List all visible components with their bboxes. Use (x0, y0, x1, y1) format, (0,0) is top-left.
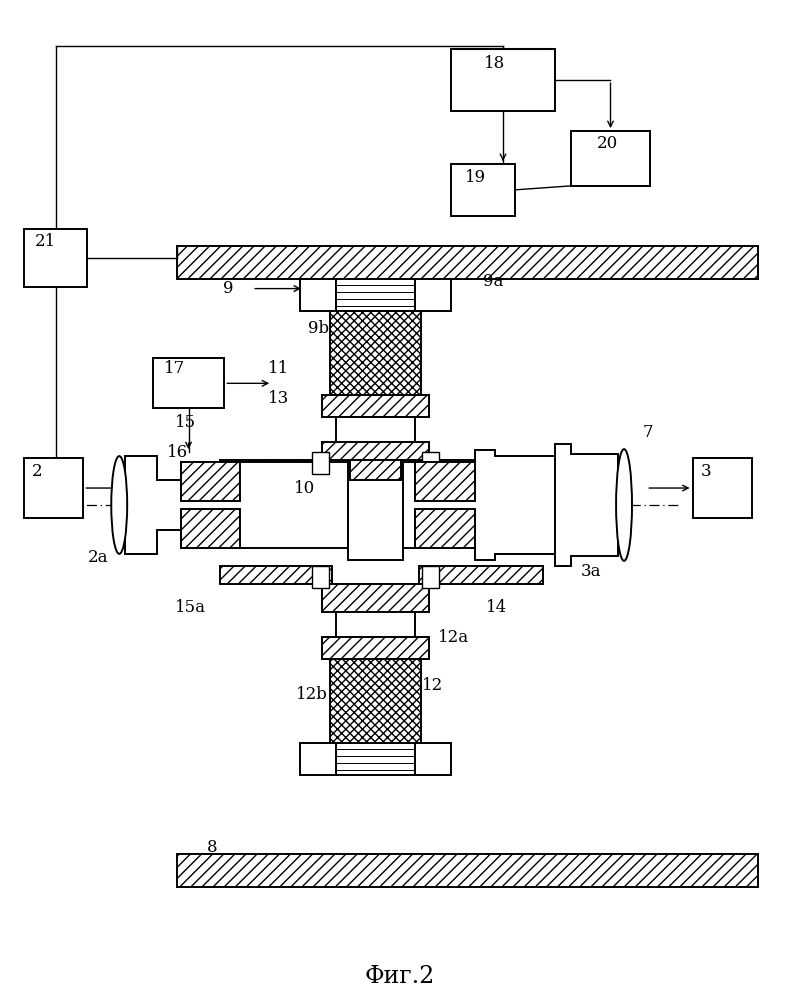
Bar (181, 509, 240, 548)
Ellipse shape (111, 456, 127, 554)
Bar (415, 279, 451, 311)
Text: 12a: 12a (438, 629, 469, 646)
Bar (312, 452, 329, 474)
Bar (336, 743, 415, 775)
Text: Фиг.2: Фиг.2 (364, 965, 435, 988)
Polygon shape (125, 456, 348, 554)
Bar (300, 743, 336, 775)
Bar (177, 246, 757, 279)
Text: 20: 20 (597, 135, 618, 152)
Text: 15: 15 (175, 414, 196, 431)
Bar (300, 279, 336, 311)
Bar (221, 460, 332, 478)
Text: 2: 2 (32, 463, 42, 480)
Bar (451, 164, 515, 216)
Bar (415, 462, 475, 501)
Text: 16: 16 (167, 444, 188, 461)
Text: 9: 9 (223, 280, 233, 297)
Text: 3: 3 (701, 463, 711, 480)
Text: 8: 8 (207, 839, 217, 856)
Bar (322, 395, 429, 417)
Bar (336, 612, 415, 637)
Bar (330, 659, 421, 743)
Bar (419, 460, 543, 478)
Bar (322, 637, 429, 659)
Bar (415, 509, 475, 548)
Text: 12: 12 (422, 677, 443, 694)
Text: 12b: 12b (296, 686, 328, 703)
Bar (350, 460, 401, 495)
Bar (322, 584, 429, 612)
Polygon shape (403, 450, 555, 560)
Text: 19: 19 (465, 169, 486, 186)
Bar (693, 458, 752, 518)
Bar (177, 854, 757, 887)
Polygon shape (555, 444, 618, 566)
Bar (181, 462, 240, 501)
Bar (330, 311, 421, 395)
Text: 11: 11 (268, 360, 289, 377)
Text: 18: 18 (484, 55, 505, 72)
Bar (336, 279, 415, 311)
Bar (419, 566, 543, 584)
Text: 9b: 9b (308, 320, 329, 337)
Bar (336, 417, 415, 442)
Bar (422, 566, 439, 588)
Text: 10: 10 (294, 480, 316, 497)
Bar (422, 452, 439, 474)
Text: 17: 17 (164, 360, 185, 377)
Text: 15a: 15a (175, 599, 206, 616)
Bar (570, 131, 650, 186)
Text: 2a: 2a (87, 549, 108, 566)
Text: 9a: 9a (483, 273, 503, 290)
Bar (24, 458, 83, 518)
Bar (451, 49, 555, 111)
Text: 7: 7 (642, 424, 653, 441)
Bar (415, 743, 451, 775)
Bar (348, 480, 403, 560)
Bar (221, 566, 332, 584)
Bar (322, 442, 429, 460)
Text: 14: 14 (486, 599, 507, 616)
Bar (24, 229, 87, 287)
Bar (153, 358, 225, 408)
Bar (312, 566, 329, 588)
Ellipse shape (616, 449, 632, 561)
Text: 3a: 3a (581, 563, 602, 580)
Text: 21: 21 (35, 233, 56, 250)
Text: 13: 13 (268, 390, 289, 407)
